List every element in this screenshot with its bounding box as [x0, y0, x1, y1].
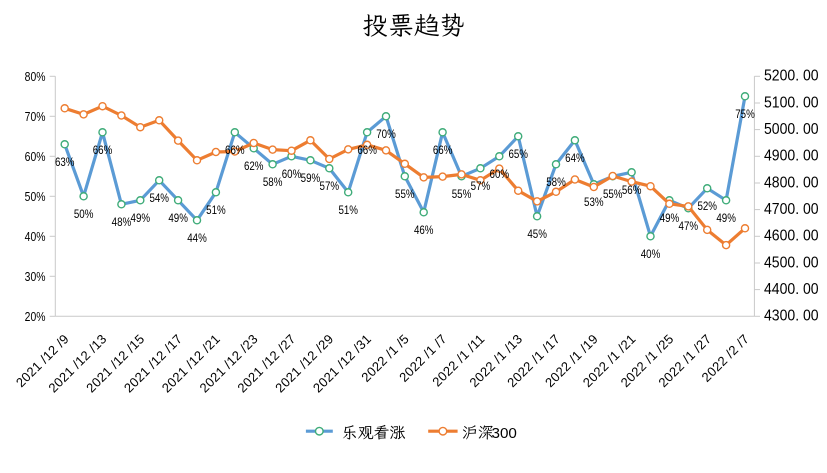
- svg-text:52%: 52%: [697, 200, 717, 213]
- svg-text:57%: 57%: [320, 180, 340, 193]
- svg-text:47%: 47%: [679, 220, 699, 233]
- svg-text:80%: 80%: [25, 70, 46, 84]
- svg-text:49%: 49%: [716, 212, 736, 225]
- svg-text:58%: 58%: [263, 176, 283, 189]
- svg-text:63%: 63%: [55, 156, 75, 169]
- svg-text:4600. 00: 4600. 00: [764, 228, 819, 245]
- svg-text:5200. 00: 5200. 00: [764, 68, 819, 85]
- svg-text:4900. 00: 4900. 00: [764, 148, 819, 165]
- svg-text:70%: 70%: [376, 128, 396, 141]
- svg-text:66%: 66%: [225, 144, 245, 157]
- svg-text:46%: 46%: [414, 224, 434, 237]
- svg-text:57%: 57%: [471, 180, 491, 193]
- svg-text:66%: 66%: [433, 144, 453, 157]
- svg-text:51%: 51%: [206, 204, 226, 217]
- svg-text:300: 300: [492, 425, 517, 442]
- svg-text:75%: 75%: [735, 108, 755, 121]
- svg-text:45%: 45%: [527, 228, 547, 241]
- svg-text:53%: 53%: [584, 196, 604, 209]
- svg-text:40%: 40%: [641, 248, 661, 261]
- svg-text:5000. 00: 5000. 00: [764, 121, 819, 138]
- svg-text:40%: 40%: [25, 230, 46, 244]
- svg-text:5100. 00: 5100. 00: [764, 95, 819, 112]
- svg-text:64%: 64%: [565, 152, 585, 165]
- svg-text:20%: 20%: [25, 310, 46, 324]
- svg-text:55%: 55%: [395, 188, 415, 201]
- svg-text:62%: 62%: [244, 160, 264, 173]
- svg-text:50%: 50%: [25, 190, 46, 204]
- svg-text:59%: 59%: [301, 172, 321, 185]
- svg-text:51%: 51%: [338, 204, 358, 217]
- svg-text:55%: 55%: [452, 188, 472, 201]
- svg-text:60%: 60%: [25, 150, 46, 164]
- svg-text:30%: 30%: [25, 270, 46, 284]
- svg-text:49%: 49%: [660, 212, 680, 225]
- svg-text:60%: 60%: [282, 168, 302, 181]
- svg-text:4500. 00: 4500. 00: [764, 255, 819, 272]
- svg-text:58%: 58%: [546, 176, 566, 189]
- svg-text:4400. 00: 4400. 00: [764, 281, 819, 298]
- svg-text:70%: 70%: [25, 110, 46, 124]
- svg-text:48%: 48%: [112, 216, 132, 229]
- svg-text:56%: 56%: [622, 184, 642, 197]
- svg-text:4700. 00: 4700. 00: [764, 201, 819, 218]
- svg-text:65%: 65%: [508, 148, 528, 161]
- svg-text:55%: 55%: [603, 188, 623, 201]
- svg-text:60%: 60%: [490, 168, 510, 181]
- svg-text:4300. 00: 4300. 00: [764, 308, 819, 325]
- svg-text:4800. 00: 4800. 00: [764, 175, 819, 192]
- svg-text:44%: 44%: [187, 232, 207, 245]
- svg-text:66%: 66%: [357, 144, 377, 157]
- svg-text:50%: 50%: [74, 208, 94, 221]
- svg-text:66%: 66%: [93, 144, 113, 157]
- svg-text:49%: 49%: [131, 212, 151, 225]
- svg-text:54%: 54%: [149, 192, 169, 205]
- svg-text:49%: 49%: [168, 212, 188, 225]
